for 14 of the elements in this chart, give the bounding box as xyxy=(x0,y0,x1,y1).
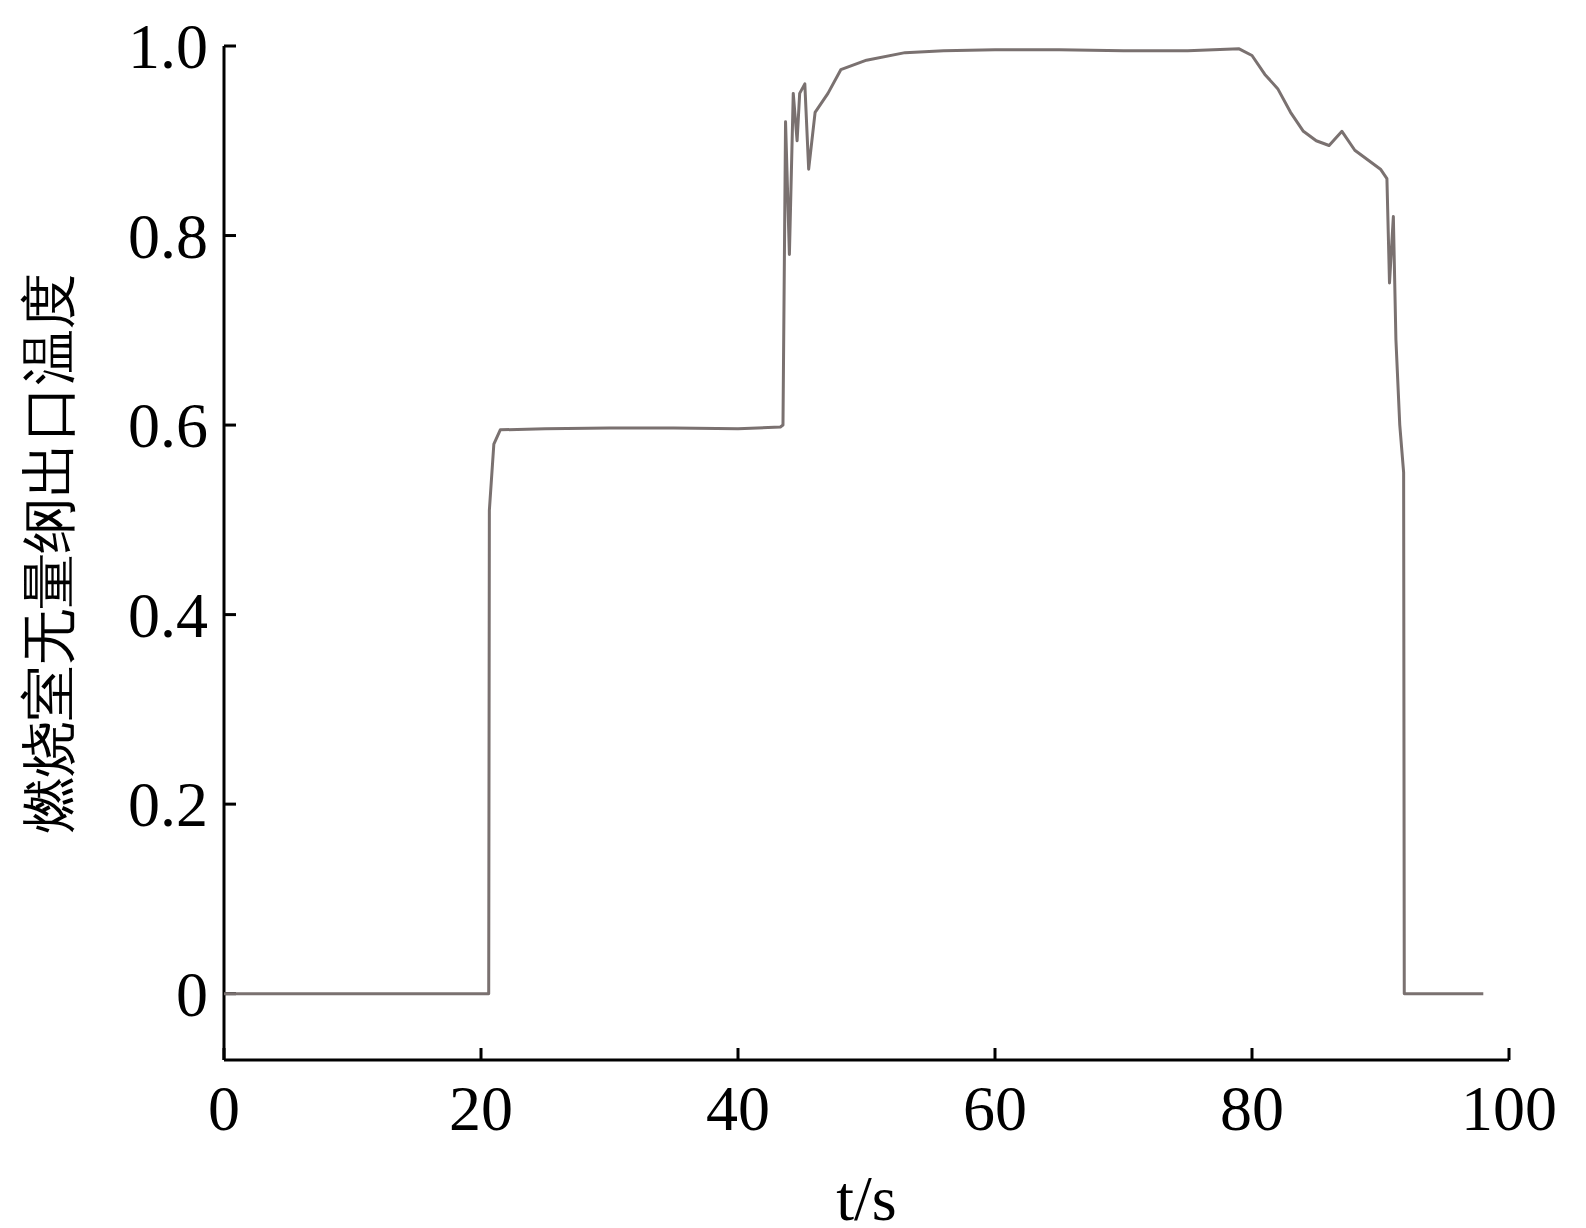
x-tick-label: 40 xyxy=(706,1073,770,1144)
x-tick-label: 80 xyxy=(1220,1073,1284,1144)
y-tick-label: 1.0 xyxy=(128,11,208,82)
line-series xyxy=(222,47,1485,996)
y-axis-title: 燃烧室无量纲出口温度 xyxy=(18,273,80,833)
x-tick-label: 20 xyxy=(449,1073,513,1144)
y-tick-label: 0.8 xyxy=(128,200,208,272)
y-tick-label: 0.4 xyxy=(128,579,208,651)
x-axis-title: t/s xyxy=(836,1163,897,1228)
x-tick-label: 60 xyxy=(963,1073,1027,1144)
y-tick-label: 0 xyxy=(176,958,208,1030)
y-tick-label: 0.6 xyxy=(128,390,208,462)
y-tick-label: 0.2 xyxy=(128,769,208,841)
x-tick-label: 100 xyxy=(1461,1073,1557,1144)
